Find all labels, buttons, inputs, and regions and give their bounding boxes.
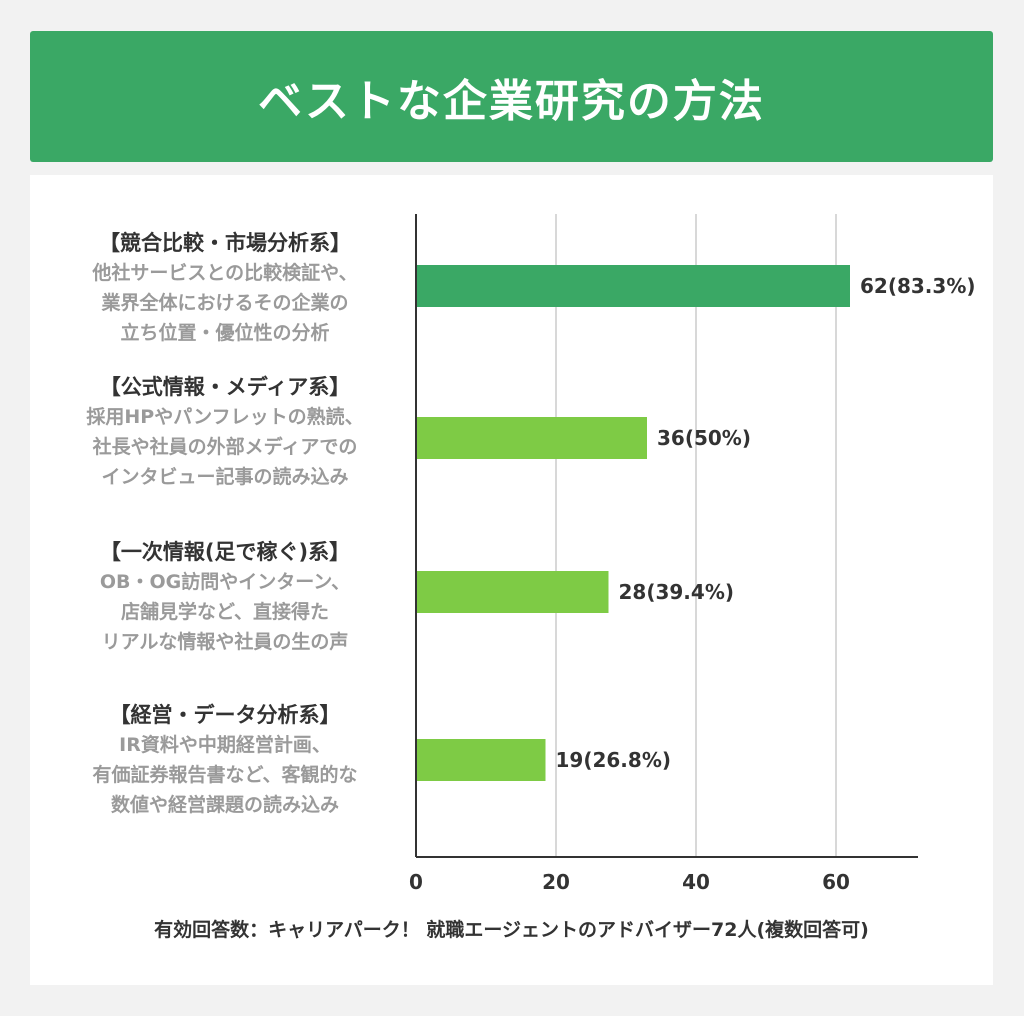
bar xyxy=(416,739,546,781)
page-title: ベストな企業研究の方法 xyxy=(258,75,765,127)
category-description: 他社サービスとの比較検証や、 業界全体におけるその企業の 立ち位置・優位性の分析 xyxy=(92,262,358,344)
bar xyxy=(416,571,609,613)
data-label: 19(26.8%) xyxy=(556,748,672,772)
bar xyxy=(416,265,850,307)
x-tick-label: 40 xyxy=(682,870,710,894)
category-title: 【公式情報・メディア系】 xyxy=(99,375,351,399)
category-primary-info: 【一次情報(足で稼ぐ)系】 OB・OG訪問やインターン、 店舗見学など、直接得た… xyxy=(30,537,420,657)
category-competitive: 【競合比較・市場分析系】 他社サービスとの比較検証や、 業界全体におけるその企業… xyxy=(30,228,420,348)
category-management-data: 【経営・データ分析系】 IR資料や中期経営計画、 有価証券報告書など、客観的な … xyxy=(30,700,420,820)
data-label: 62(83.3%) xyxy=(860,274,976,298)
bar xyxy=(416,417,647,459)
category-description: OB・OG訪問やインターン、 店舗見学など、直接得た リアルな情報や社員の生の声 xyxy=(99,571,351,653)
category-description: IR資料や中期経営計画、 有価証券報告書など、客観的な 数値や経営課題の読み込み xyxy=(92,734,358,816)
x-tick-label: 0 xyxy=(409,870,423,894)
category-title: 【一次情報(足で稼ぐ)系】 xyxy=(99,540,351,564)
x-tick-label: 20 xyxy=(542,870,570,894)
data-label: 36(50%) xyxy=(657,426,751,450)
header-banner: ベストな企業研究の方法 xyxy=(30,31,993,162)
category-official-media: 【公式情報・メディア系】 採用HPやパンフレットの熟読、 社長や社員の外部メディ… xyxy=(30,372,420,492)
category-title: 【経営・データ分析系】 xyxy=(109,703,341,727)
data-label: 28(39.4%) xyxy=(619,580,735,604)
x-tick-label: 60 xyxy=(822,870,850,894)
category-title: 【競合比較・市場分析系】 xyxy=(99,231,351,255)
category-description: 採用HPやパンフレットの熟読、 社長や社員の外部メディアでの インタビュー記事の… xyxy=(86,406,364,488)
footnote: 有効回答数：キャリアパーク！ 就職エージェントのアドバイザー72人(複数回答可) xyxy=(154,919,869,941)
